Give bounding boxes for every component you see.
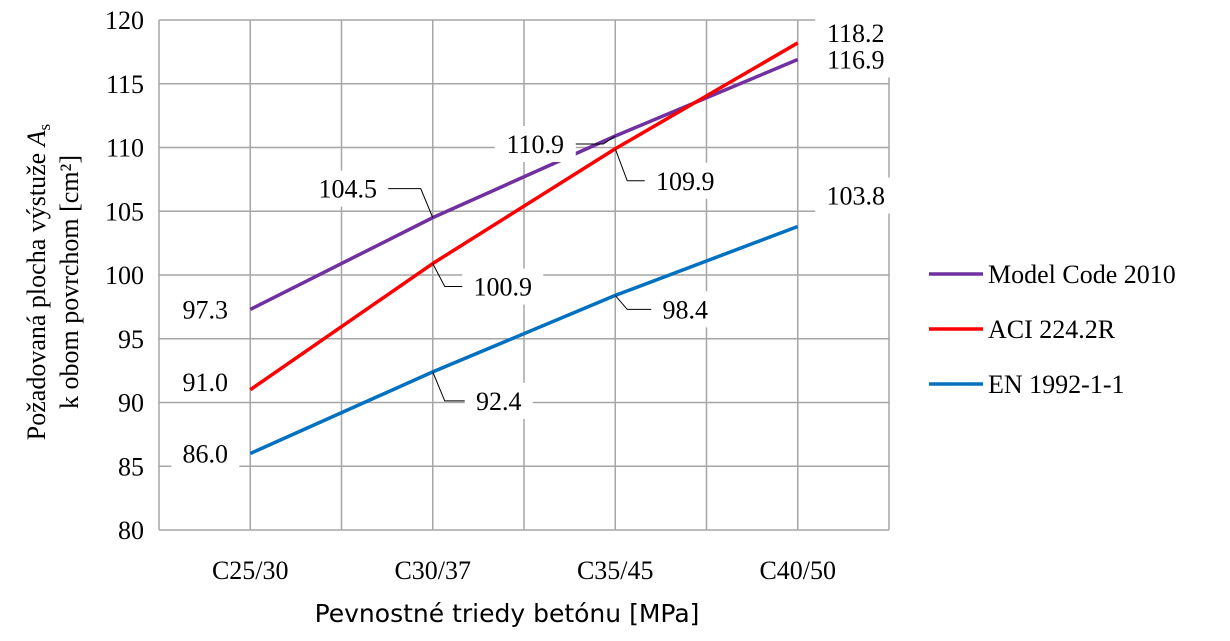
legend-label-2: EN 1992-1-1	[988, 370, 1124, 399]
legend-label-1: ACI 224.2R	[988, 315, 1116, 344]
series-lines	[249, 41, 799, 456]
y-axis-title-subscript: s	[35, 124, 54, 131]
series-line-1	[249, 41, 799, 392]
y-tick-label: 110	[106, 134, 144, 163]
legend: Model Code 2010 ACI 224.2R EN 1992-1-1	[929, 260, 1176, 399]
data-label: 92.4	[476, 387, 522, 416]
data-label-bg	[651, 291, 720, 328]
leader-line	[614, 148, 649, 182]
y-tick-label: 100	[105, 261, 144, 290]
data-label: 91.0	[183, 368, 229, 397]
data-label: 98.4	[663, 295, 709, 324]
data-label: 110.9	[506, 130, 564, 159]
y-tick-labels: 80 85 90 95 100 105 110 115 120	[105, 6, 144, 545]
legend-label-0: Model Code 2010	[988, 260, 1176, 289]
leader-line	[571, 135, 616, 145]
x-tick-label: C35/45	[577, 556, 654, 585]
data-label-bg	[815, 177, 897, 214]
leader-line	[384, 188, 434, 218]
data-label: 103.8	[827, 182, 886, 211]
y-axis-title-symbol: A	[22, 130, 51, 148]
series-line-2	[249, 224, 799, 456]
data-label-bg	[815, 14, 897, 51]
data-label-bg	[171, 291, 240, 328]
leader-line	[614, 295, 656, 310]
y-axis-title: Požadovaná plocha výstuže As k obom povr…	[22, 124, 84, 440]
x-tick-label: C40/50	[759, 556, 836, 585]
data-label: 109.9	[656, 167, 715, 196]
x-tick-label: C30/37	[394, 556, 471, 585]
svg-text:Požadovaná plocha výstuže: Požadovaná plocha výstuže As	[22, 124, 54, 440]
leader-line	[432, 371, 469, 402]
data-label-bg	[644, 162, 726, 199]
y-tick-label: 120	[105, 6, 144, 35]
data-label-bg	[464, 382, 533, 419]
data-labels: 97.3104.5110.9116.991.0100.9109.9118.286…	[171, 14, 897, 472]
data-label: 86.0	[183, 440, 229, 469]
y-tick-label: 80	[118, 516, 144, 545]
y-tick-label: 90	[118, 389, 144, 418]
data-label: 104.5	[319, 175, 378, 204]
y-axis-title-line1: Požadovaná plocha výstuže	[22, 153, 51, 440]
data-label-bg	[171, 363, 240, 400]
data-label: 97.3	[183, 295, 229, 324]
data-label-bg	[462, 268, 544, 305]
x-axis-title: Pevnostné triedy betónu [MPa]	[315, 599, 700, 628]
data-label: 100.9	[474, 273, 533, 302]
data-label-bg	[494, 126, 576, 163]
x-tick-labels: C25/30 C30/37 C35/45 C40/50	[212, 556, 836, 585]
y-tick-label: 115	[106, 70, 144, 99]
y-tick-label: 105	[105, 197, 144, 226]
data-label-bg	[171, 435, 240, 472]
y-axis-title-line2: k obom povrchom [cm²]	[55, 155, 84, 409]
data-label: 118.2	[827, 19, 885, 48]
data-label-bg	[307, 170, 389, 207]
leader-line	[432, 263, 467, 288]
y-tick-label: 85	[118, 452, 144, 481]
x-tick-label: C25/30	[212, 556, 289, 585]
y-tick-label: 95	[118, 325, 144, 354]
